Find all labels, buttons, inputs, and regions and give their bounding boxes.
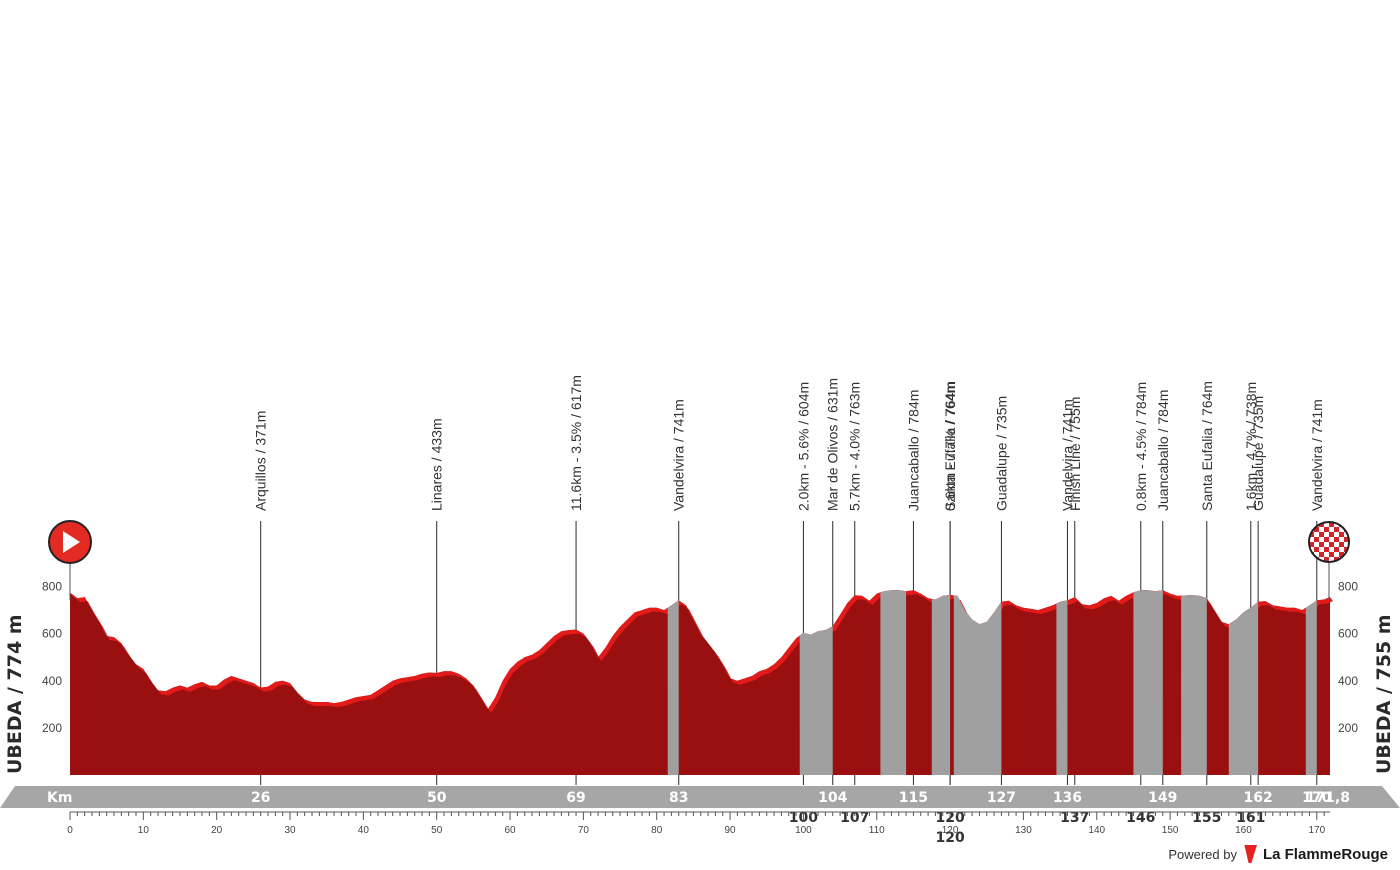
waypoint-label: 1.6km - 4.7% / 738m [1243, 382, 1259, 511]
powered-by-text: Powered by [1168, 846, 1237, 862]
waypoint-label: Arquillos / 371m [253, 411, 269, 511]
km-band-value: 127 [987, 790, 1016, 806]
waypoint-label: Finish Line / 755m [1067, 397, 1083, 511]
climb-band [931, 595, 951, 775]
y-tick-left: 800 [42, 580, 62, 594]
climb-band [953, 595, 1002, 775]
waypoint-label: 11.6km - 3.5% / 617m [568, 375, 584, 511]
waypoint-label: Guadalupe / 735m [993, 396, 1009, 511]
x-tick-label: 140 [1088, 825, 1105, 836]
profile-area [70, 590, 1330, 775]
climb-band [1181, 595, 1207, 775]
elevation-profile [70, 590, 1333, 775]
x-tick-label: 90 [725, 825, 737, 836]
start-finish-markers [48, 520, 1350, 600]
km-band-value: 170 [1302, 790, 1331, 806]
waypoint-label: 2.0km - 5.6% / 604m [795, 382, 811, 511]
waypoint-lines: Arquillos / 371m Linares / 433m 11.6km - 3… [253, 375, 1325, 785]
y-tick-right: 600 [1338, 627, 1358, 641]
km-band-value: 136 [1053, 790, 1082, 806]
waypoint-label: Juancaballo / 784m [905, 390, 921, 511]
waypoint-label: Santa Eufalia / 764m [1199, 381, 1215, 511]
climb-band [799, 626, 833, 775]
x-tick-label: 20 [211, 825, 223, 836]
y-axis: 200 200 400 400 600 600 800 800 [42, 580, 1358, 735]
x-tick-label: 120 [942, 825, 959, 836]
waypoint-label: Vandelvira / 741m [671, 399, 687, 511]
x-tick-label: 130 [1015, 825, 1032, 836]
climb-band [880, 590, 907, 775]
km-band-bar [0, 786, 1400, 808]
y-tick-left: 400 [42, 674, 62, 688]
climb-band [1305, 600, 1317, 775]
km-band-label: Km [47, 790, 72, 806]
climb-band [1056, 600, 1068, 775]
y-tick-left: 200 [42, 721, 62, 735]
km-band-value: 26 [251, 790, 270, 806]
km-band-final: 171,8 [1306, 790, 1350, 806]
start-label: UBEDA / 774 m [4, 614, 26, 774]
waypoint-label: Guadalupe / 735m [1250, 396, 1266, 511]
x-tick-label: 70 [578, 825, 590, 836]
x-tick-label: 10 [138, 825, 150, 836]
x-tick-label: 110 [869, 825, 885, 836]
brand-footer: Powered by La FlammeRouge [1168, 843, 1388, 865]
climb-band [1133, 590, 1163, 775]
waypoint-label: Linares / 433m [429, 418, 445, 511]
x-tick-label: 80 [651, 825, 663, 836]
y-tick-right: 400 [1338, 674, 1358, 688]
x-tick-label: 100 [795, 825, 812, 836]
y-tick-left: 600 [42, 627, 62, 641]
km-band-value: 149 [1148, 790, 1177, 806]
climb-band [667, 600, 679, 775]
km-band-value: 69 [566, 790, 585, 806]
km-band-value: 104 [818, 790, 847, 806]
play-icon [63, 531, 80, 553]
km-band-value: 83 [669, 790, 688, 806]
climb-band [1228, 601, 1259, 775]
x-tick-label: 160 [1235, 825, 1252, 836]
km-band-value: 162 [1244, 790, 1273, 806]
y-tick-right: 800 [1338, 580, 1358, 594]
x-tick-label: 60 [504, 825, 516, 836]
brand-name: La FlammeRouge [1262, 845, 1388, 863]
waypoint-label: Vandelvira / 741m [1309, 399, 1325, 511]
km-below-value: 120 [935, 830, 964, 846]
waypoint-label: 5.7km - 4.0% / 763m [847, 382, 863, 511]
x-tick-label: 30 [284, 825, 296, 836]
waypoint-label: 0.6km - 7.7% / 764m [942, 382, 958, 511]
waypoint-label: Vandelvira / 741m [1059, 399, 1075, 511]
x-tick-label: 150 [1162, 825, 1179, 836]
flamme-rouge-logo-icon [1244, 845, 1257, 863]
waypoint-label: 0.8km - 4.5% / 784m [1133, 382, 1149, 511]
x-axis: 0 10 20 30 40 50 60 70 80 90 100 110 120 130 140 150 160… [67, 811, 1330, 836]
x-tick-label: 40 [358, 825, 370, 836]
km-band-value: 50 [427, 790, 447, 806]
x-tick-label: 0 [67, 825, 73, 836]
waypoint-label: Santa Eufalia / 764m [942, 381, 958, 511]
km-band-value: 115 [899, 790, 928, 806]
waypoint-label: Juancaballo / 784m [1155, 390, 1171, 511]
y-tick-right: 200 [1338, 721, 1358, 735]
finish-marker [1308, 521, 1350, 563]
x-tick-label: 170 [1308, 825, 1325, 836]
x-tick-label: 50 [431, 825, 443, 836]
finish-label: UBEDA / 755 m [1373, 614, 1395, 774]
checkered-flag-icon [1309, 522, 1349, 562]
waypoint-label: Mar de Olivos / 631m [825, 378, 841, 511]
